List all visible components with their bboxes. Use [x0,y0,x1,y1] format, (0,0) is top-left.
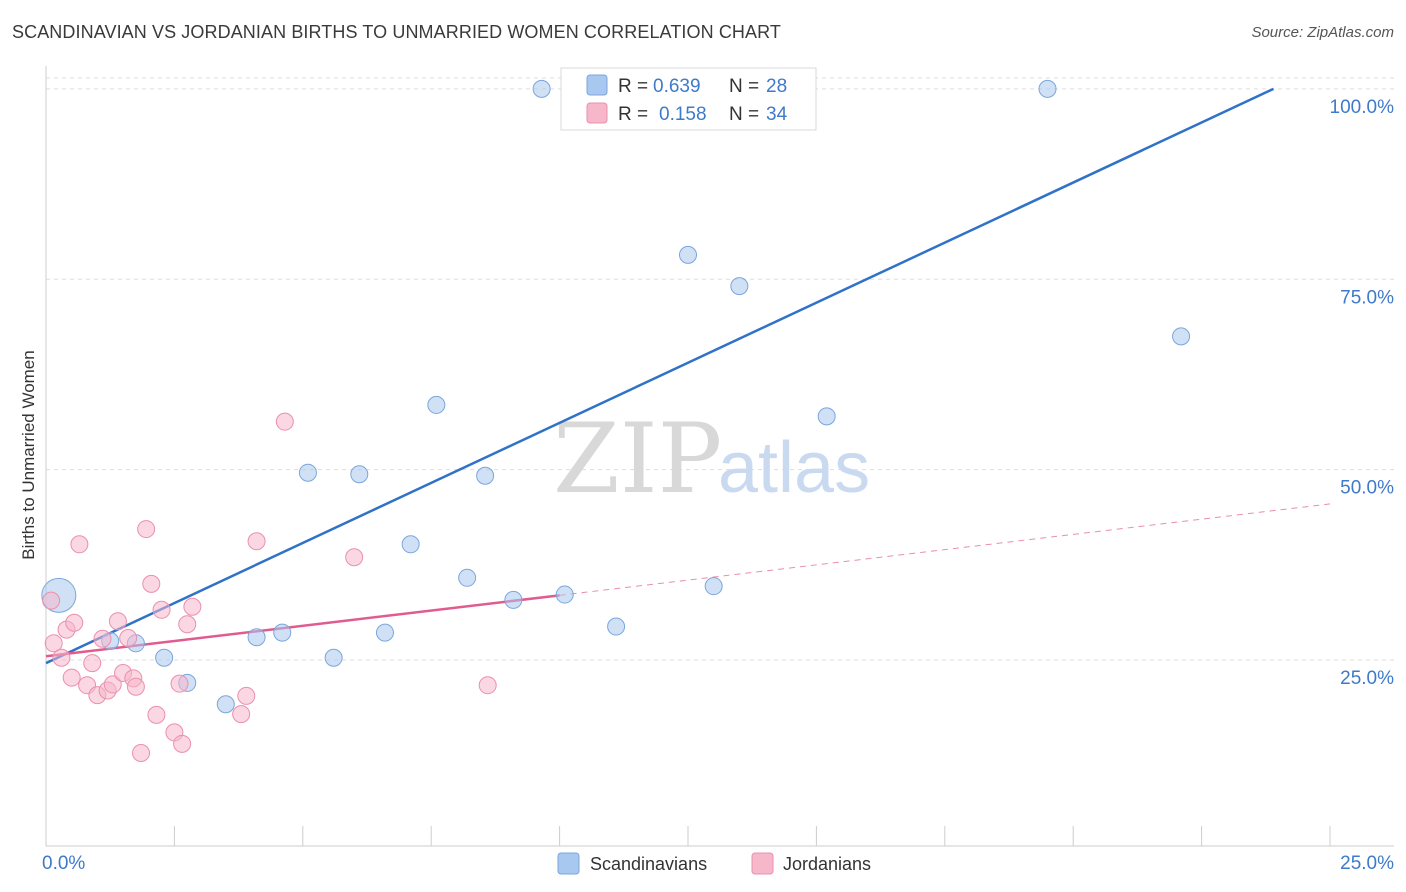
point-scandinavians-10 [350,465,369,484]
point-jordanians-28 [232,705,251,724]
point-jordanians-27 [183,597,202,616]
point-scandinavians-7 [273,623,292,642]
bottom-legend-swatch-scandinavians [557,852,580,875]
point-scandinavians-6 [247,628,266,647]
x-tick-labels: 0.0% 25.0% [42,853,1394,874]
trend-extension-jordanians [559,503,1331,596]
point-scandinavians-25 [817,407,836,426]
bottom-legend-label-scandinavians: Scandinavians [590,854,707,874]
watermark-zip: ZIP [553,403,722,515]
point-scandinavians-17 [532,79,551,98]
x-tick-label-1: 25.0% [1340,853,1394,874]
legend-n-value-1: 28 [766,76,787,97]
legend-r-value-2: 0.158 [659,104,707,125]
source-label: Source: ZipAtlas.com [1251,24,1394,41]
point-scandinavians-27 [1172,327,1191,346]
grid-layer [46,77,1394,661]
data-points [41,79,1191,762]
point-jordanians-19 [137,520,156,539]
point-jordanians-26 [178,615,197,634]
point-jordanians-33 [478,676,497,695]
legend-n-label-2: N = [729,104,759,125]
bottom-legend-swatch-jordanians [751,852,774,875]
point-scandinavians-16 [504,590,523,609]
point-jordanians-13 [108,612,127,631]
point-jordanians-10 [93,629,112,648]
legend-r-value-1: 0.639 [653,76,701,97]
watermark: ZIP atlas [553,403,870,515]
point-jordanians-17 [126,677,145,696]
point-scandinavians-24 [730,277,749,296]
y-tick-label-2: 75.0% [1340,287,1394,308]
watermark-atlas: atlas [718,428,870,508]
point-jordanians-21 [147,705,166,724]
legend-n-label-1: N = [729,76,759,97]
y-tick-label-3: 100.0% [1330,97,1395,118]
top-legend: R = 0.639 N = 28 R = 0.158 N = 34 [560,67,817,131]
point-jordanians-24 [170,674,189,693]
point-jordanians-1 [44,634,63,653]
point-jordanians-32 [345,548,364,567]
point-jordanians-22 [152,600,171,619]
point-jordanians-18 [132,743,151,762]
point-jordanians-0 [42,591,61,610]
legend-n-value-2: 34 [766,104,788,125]
point-scandinavians-13 [427,395,446,414]
point-jordanians-25 [173,734,192,753]
point-scandinavians-5 [216,695,235,714]
point-jordanians-15 [119,628,138,647]
bottom-legend: Scandinavians Jordanians [557,852,871,875]
point-jordanians-31 [275,412,294,431]
point-scandinavians-22 [679,245,697,264]
axes-layer [45,66,1394,847]
x-tick-label-0: 0.0% [42,853,85,874]
point-jordanians-5 [65,613,84,632]
point-scandinavians-14 [458,568,477,587]
point-scandinavians-20 [607,617,626,636]
point-jordanians-29 [237,686,256,705]
point-jordanians-20 [142,574,161,593]
y-tick-labels: 25.0% 50.0% 75.0% 100.0% [1330,97,1395,689]
point-scandinavians-15 [476,466,495,485]
y-tick-label-1: 50.0% [1340,478,1394,499]
trend-line-scandinavians [45,87,1275,665]
point-scandinavians-9 [324,648,343,667]
point-scandinavians-12 [401,535,420,554]
point-scandinavians-3 [155,648,174,667]
point-scandinavians-8 [298,463,317,482]
point-jordanians-30 [247,532,266,551]
point-scandinavians-23 [704,577,723,596]
y-axis-title: Births to Unmarried Women [19,350,38,559]
point-scandinavians-18 [555,585,574,604]
chart-title: SCANDINAVIAN VS JORDANIAN BIRTHS TO UNMA… [12,22,781,42]
legend-r-label-2: R = [618,104,648,125]
legend-r-label-1: R = [618,76,648,97]
point-jordanians-6 [70,535,89,554]
legend-swatch-jordanians [586,102,608,124]
point-scandinavians-26 [1038,79,1057,98]
legend-swatch-scandinavians [586,74,608,96]
point-jordanians-12 [103,675,122,694]
y-tick-label-0: 25.0% [1340,668,1394,689]
point-jordanians-4 [62,668,81,687]
point-scandinavians-11 [375,623,394,642]
point-jordanians-2 [52,648,71,667]
bottom-legend-label-jordanians: Jordanians [783,854,871,874]
point-jordanians-8 [83,654,102,673]
trend-lines [45,87,1331,665]
